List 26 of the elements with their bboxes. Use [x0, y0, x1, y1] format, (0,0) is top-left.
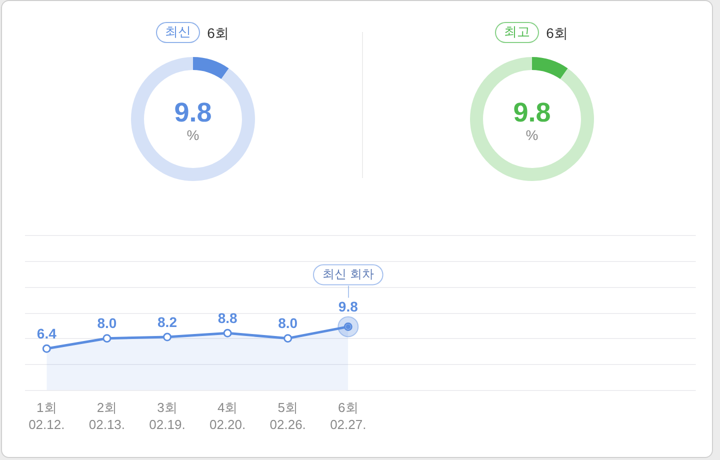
data-label: 8.8	[218, 310, 238, 326]
chart-subtitle: 6회	[207, 24, 229, 42]
x-tick-label: 6회 02.27.	[330, 400, 366, 432]
chart-title: 최고	[495, 22, 540, 43]
point	[42, 344, 51, 353]
data-label: 6.4	[36, 326, 57, 342]
x-tick-label: 2회 02.13.	[88, 400, 126, 432]
data-label: 9.8	[512, 97, 550, 128]
data-label: 9.8	[174, 97, 212, 128]
chart-subtitle: 6회	[546, 24, 568, 42]
point	[102, 334, 112, 343]
data-label: 9.8	[338, 298, 358, 315]
text: %	[186, 126, 199, 143]
x-tick-label: 5회 02.26.	[270, 400, 306, 432]
text: %	[525, 126, 538, 143]
point	[163, 332, 172, 342]
chart-title: 최신	[156, 22, 200, 43]
x-tick-label: 1회 02.12.	[28, 400, 65, 432]
data-label: 8.0	[278, 315, 298, 332]
point	[284, 334, 292, 343]
data-label: 8.0	[97, 315, 117, 332]
point	[223, 328, 232, 338]
x-tick-label: 4회 02.20.	[209, 400, 246, 432]
data-label: 8.2	[158, 314, 178, 330]
annotation: 최신 회차	[322, 267, 374, 282]
x-tick-label: 3회 02.19.	[149, 400, 186, 432]
